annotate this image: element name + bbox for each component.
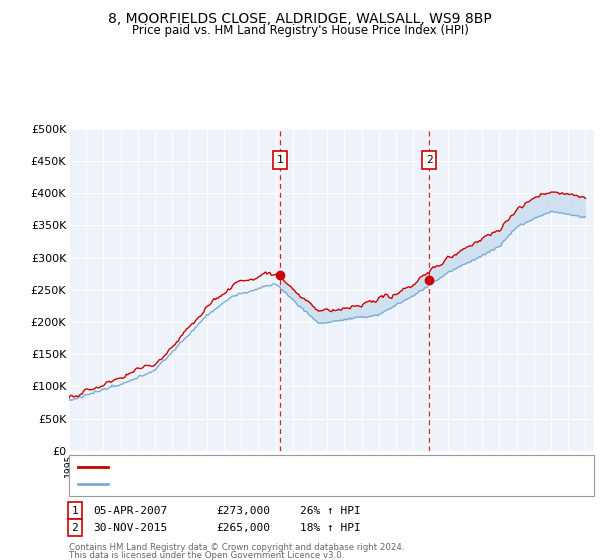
Text: 8, MOORFIELDS CLOSE, ALDRIDGE, WALSALL, WS9 8BP (detached house): 8, MOORFIELDS CLOSE, ALDRIDGE, WALSALL, … — [114, 461, 496, 472]
Text: 1: 1 — [71, 506, 79, 516]
Text: Price paid vs. HM Land Registry's House Price Index (HPI): Price paid vs. HM Land Registry's House … — [131, 24, 469, 36]
Text: 2: 2 — [71, 522, 79, 533]
Text: £273,000: £273,000 — [216, 506, 270, 516]
Text: 2: 2 — [426, 155, 433, 165]
Text: HPI: Average price, detached house, Walsall: HPI: Average price, detached house, Wals… — [114, 479, 344, 489]
Text: £265,000: £265,000 — [216, 522, 270, 533]
Text: 8, MOORFIELDS CLOSE, ALDRIDGE, WALSALL, WS9 8BP: 8, MOORFIELDS CLOSE, ALDRIDGE, WALSALL, … — [108, 12, 492, 26]
Text: Contains HM Land Registry data © Crown copyright and database right 2024.: Contains HM Land Registry data © Crown c… — [69, 543, 404, 552]
Text: 1: 1 — [277, 155, 284, 165]
Text: 05-APR-2007: 05-APR-2007 — [93, 506, 167, 516]
Text: This data is licensed under the Open Government Licence v3.0.: This data is licensed under the Open Gov… — [69, 551, 344, 560]
Text: 26% ↑ HPI: 26% ↑ HPI — [300, 506, 361, 516]
Text: 30-NOV-2015: 30-NOV-2015 — [93, 522, 167, 533]
Text: 18% ↑ HPI: 18% ↑ HPI — [300, 522, 361, 533]
